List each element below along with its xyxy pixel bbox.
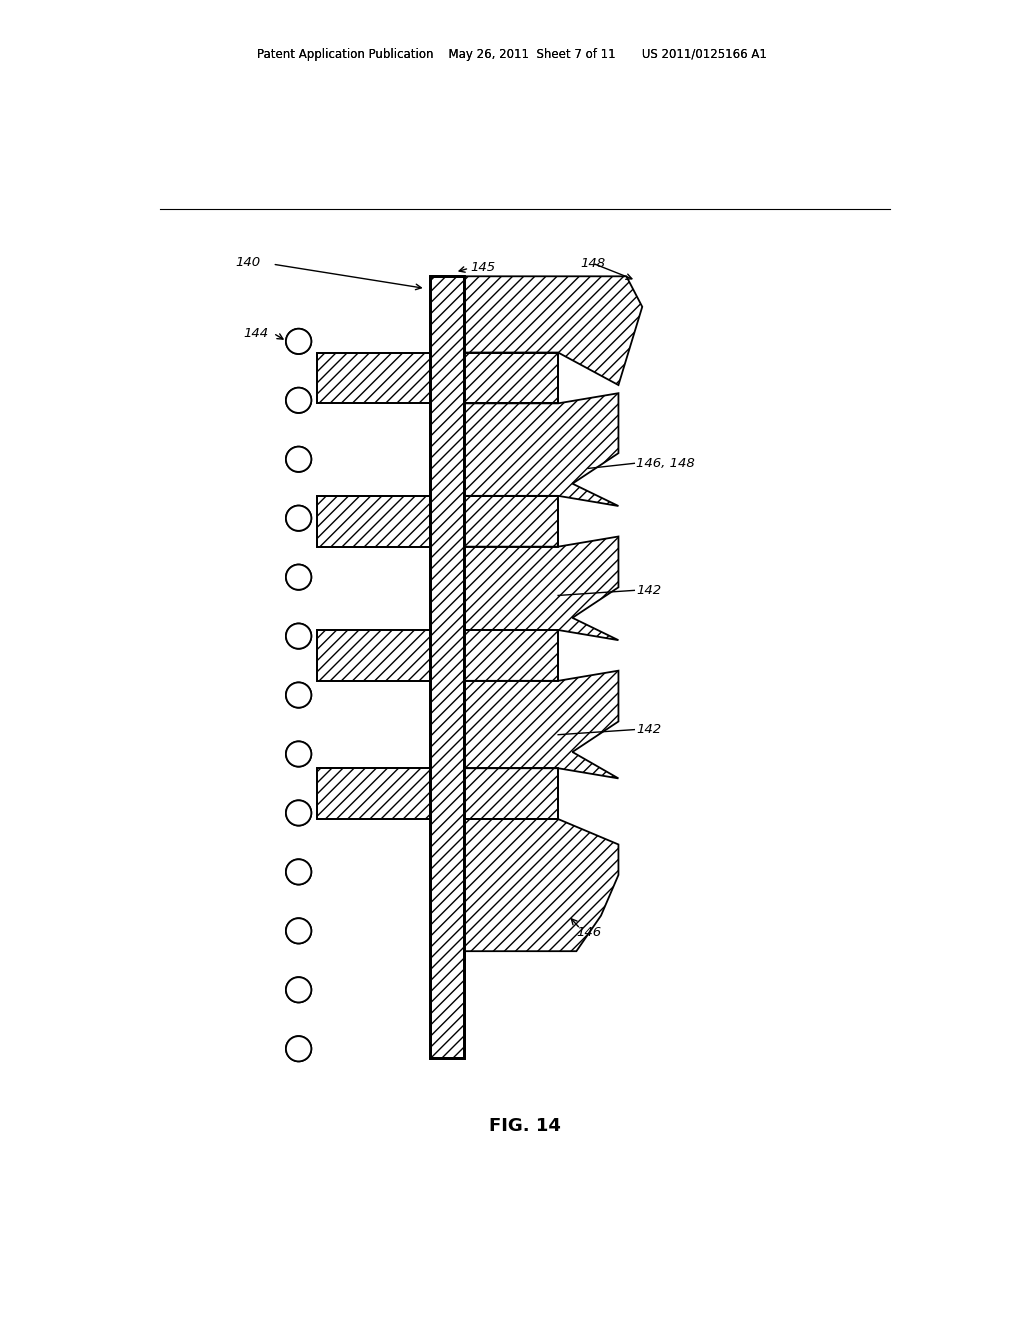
Polygon shape [465,393,618,506]
Bar [465,496,558,546]
Ellipse shape [286,800,311,825]
Ellipse shape [286,977,311,1002]
Ellipse shape [286,329,311,354]
Bar [465,352,558,404]
Text: 145: 145 [471,260,496,273]
Polygon shape [465,818,618,952]
Ellipse shape [286,859,311,884]
Ellipse shape [286,623,311,648]
Bar [465,630,558,681]
Text: 146, 148: 146, 148 [636,457,694,470]
Ellipse shape [286,506,311,531]
Bar [316,630,430,681]
Ellipse shape [286,1036,311,1061]
Text: 142: 142 [636,583,662,597]
Bar [316,630,430,681]
Text: Patent Application Publication    May 26, 2011  Sheet 7 of 11       US 2011/0125: Patent Application Publication May 26, 2… [257,48,767,61]
Polygon shape [465,671,618,779]
Ellipse shape [286,565,311,590]
Ellipse shape [286,800,311,825]
Bar [316,768,430,818]
Bar [316,496,430,546]
Ellipse shape [286,682,311,708]
Text: 144: 144 [243,327,268,339]
Ellipse shape [286,446,311,471]
Bar [465,630,558,681]
Bar [316,352,430,404]
Bar [316,496,430,546]
Ellipse shape [286,977,311,1002]
Ellipse shape [286,919,311,944]
Ellipse shape [286,565,311,590]
Ellipse shape [286,1036,311,1061]
Ellipse shape [286,329,311,354]
Text: Patent Application Publication    May 26, 2011  Sheet 7 of 11       US 2011/0125: Patent Application Publication May 26, 2… [257,48,767,61]
Ellipse shape [286,919,311,944]
Text: 142: 142 [636,723,662,737]
Ellipse shape [286,388,311,413]
Ellipse shape [286,388,311,413]
Polygon shape [465,536,618,640]
Text: 146: 146 [577,927,601,940]
Bar [316,352,430,404]
Bar [465,496,558,546]
Text: 148: 148 [581,256,605,269]
Ellipse shape [286,446,311,471]
Text: 140: 140 [236,256,260,268]
Polygon shape [465,276,642,385]
Ellipse shape [286,623,311,648]
Bar [465,352,558,404]
Bar [430,276,465,1057]
Ellipse shape [286,859,311,884]
Bar [430,276,465,1057]
Bar [465,768,558,818]
Ellipse shape [286,506,311,531]
Bar [316,768,430,818]
Ellipse shape [286,682,311,708]
Ellipse shape [286,742,311,767]
Text: FIG. 14: FIG. 14 [488,1117,561,1135]
Bar [465,768,558,818]
Ellipse shape [286,742,311,767]
Bar [430,276,465,1057]
